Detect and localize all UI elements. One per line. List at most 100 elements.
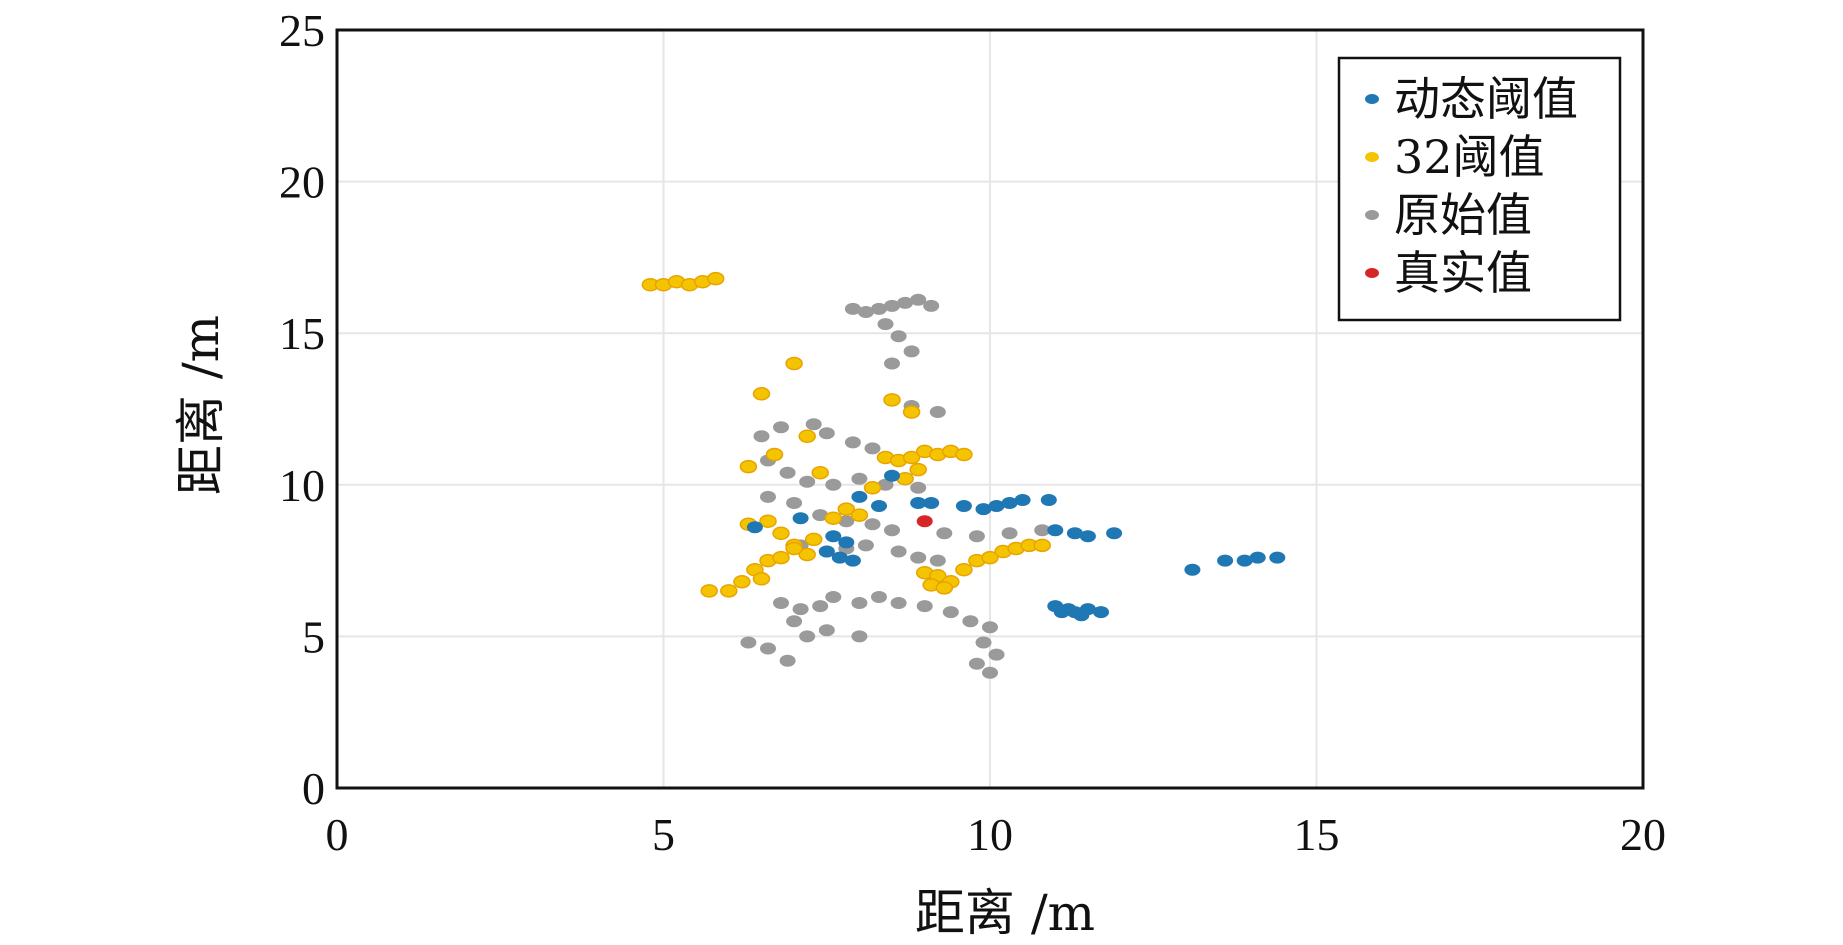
data-point — [785, 356, 803, 371]
x-tick-label: 15 — [1294, 809, 1340, 860]
data-point — [824, 511, 843, 525]
grid-lines — [337, 30, 1643, 788]
data-point — [981, 550, 999, 565]
data-point — [929, 554, 946, 567]
data-point — [968, 657, 985, 670]
data-point — [910, 497, 927, 509]
data-point — [857, 306, 874, 318]
legend-marker — [1365, 152, 1379, 162]
data-point — [740, 636, 757, 649]
data-point — [871, 302, 887, 315]
data-point — [851, 597, 868, 609]
legend-marker — [1365, 94, 1379, 104]
data-point — [890, 597, 907, 609]
x-tick-labels: 0 5 10 15 20 — [326, 809, 1667, 860]
data-point — [955, 562, 973, 577]
data-point — [982, 621, 998, 634]
data-point — [720, 584, 738, 598]
y-tick-label: 15 — [279, 308, 325, 359]
data-point — [812, 509, 829, 522]
data-point — [1001, 497, 1018, 509]
data-point — [1073, 609, 1090, 622]
data-point — [844, 554, 861, 567]
data-point — [773, 421, 789, 434]
series-2 — [740, 293, 1051, 679]
data-point — [700, 584, 718, 598]
data-point — [942, 606, 959, 619]
data-point — [936, 527, 953, 540]
data-point — [1060, 603, 1077, 616]
legend-label: 原始值 — [1394, 188, 1532, 242]
series-3 — [916, 515, 933, 528]
data-point — [910, 551, 927, 564]
data-point — [825, 591, 842, 603]
data-point — [792, 603, 809, 616]
data-point — [923, 299, 940, 312]
data-point — [739, 459, 758, 474]
data-point — [897, 296, 914, 309]
data-point — [884, 299, 900, 312]
data-point — [837, 502, 856, 516]
legend-label: 真实值 — [1394, 246, 1532, 300]
x-tick-label: 20 — [1620, 809, 1666, 860]
data-point — [746, 521, 763, 534]
y-axis-label: 距离 /m — [172, 315, 230, 495]
data-point — [760, 490, 776, 503]
data-point — [910, 481, 927, 494]
legend-label: 动态阈值 — [1394, 72, 1578, 126]
data-point — [1249, 551, 1266, 564]
data-point — [804, 532, 823, 547]
data-point — [838, 536, 855, 549]
data-point — [752, 387, 771, 401]
data-point — [902, 450, 921, 465]
data-point — [962, 615, 979, 628]
data-point — [773, 597, 789, 609]
data-point — [786, 615, 803, 628]
data-point — [706, 271, 725, 286]
data-point — [863, 481, 882, 495]
plot-frame — [335, 28, 1645, 790]
data-point — [1040, 494, 1057, 506]
data-point — [786, 497, 803, 509]
data-point — [779, 654, 796, 667]
data-point — [871, 500, 887, 512]
data-point — [818, 624, 835, 637]
data-point — [772, 526, 790, 541]
y-tick-labels: 0 5 10 15 20 25 — [279, 5, 325, 814]
data-point — [909, 462, 927, 477]
y-tick-label: 20 — [279, 157, 325, 208]
data-point — [975, 636, 992, 649]
data-point — [884, 357, 900, 370]
data-point — [772, 550, 790, 565]
data-point — [798, 429, 816, 444]
data-point — [923, 497, 940, 509]
x-tick-label: 10 — [967, 809, 1013, 860]
x-axis-label: 距离 /m — [915, 884, 1095, 942]
data-point — [1079, 530, 1096, 543]
legend-box — [1337, 56, 1622, 322]
data-point — [988, 500, 1005, 512]
data-point — [1236, 554, 1253, 567]
data-point — [851, 630, 868, 643]
data-point — [811, 465, 829, 480]
data-point — [883, 393, 901, 407]
data-point — [798, 547, 816, 562]
data-point — [890, 330, 907, 343]
y-tick-label: 10 — [279, 460, 325, 511]
data-point — [988, 648, 1005, 661]
data-point — [1034, 524, 1051, 537]
data-point — [935, 581, 954, 595]
y-tick-label: 25 — [279, 5, 325, 56]
data-point — [818, 427, 835, 440]
data-point — [799, 475, 816, 488]
legend-label: 32阈值 — [1394, 130, 1545, 184]
data-point — [779, 466, 796, 479]
series-1 — [641, 271, 1051, 598]
data-point — [910, 293, 927, 306]
data-point — [1093, 606, 1109, 619]
data-point — [1066, 527, 1083, 540]
data-point — [864, 442, 881, 455]
data-point — [1033, 538, 1051, 553]
